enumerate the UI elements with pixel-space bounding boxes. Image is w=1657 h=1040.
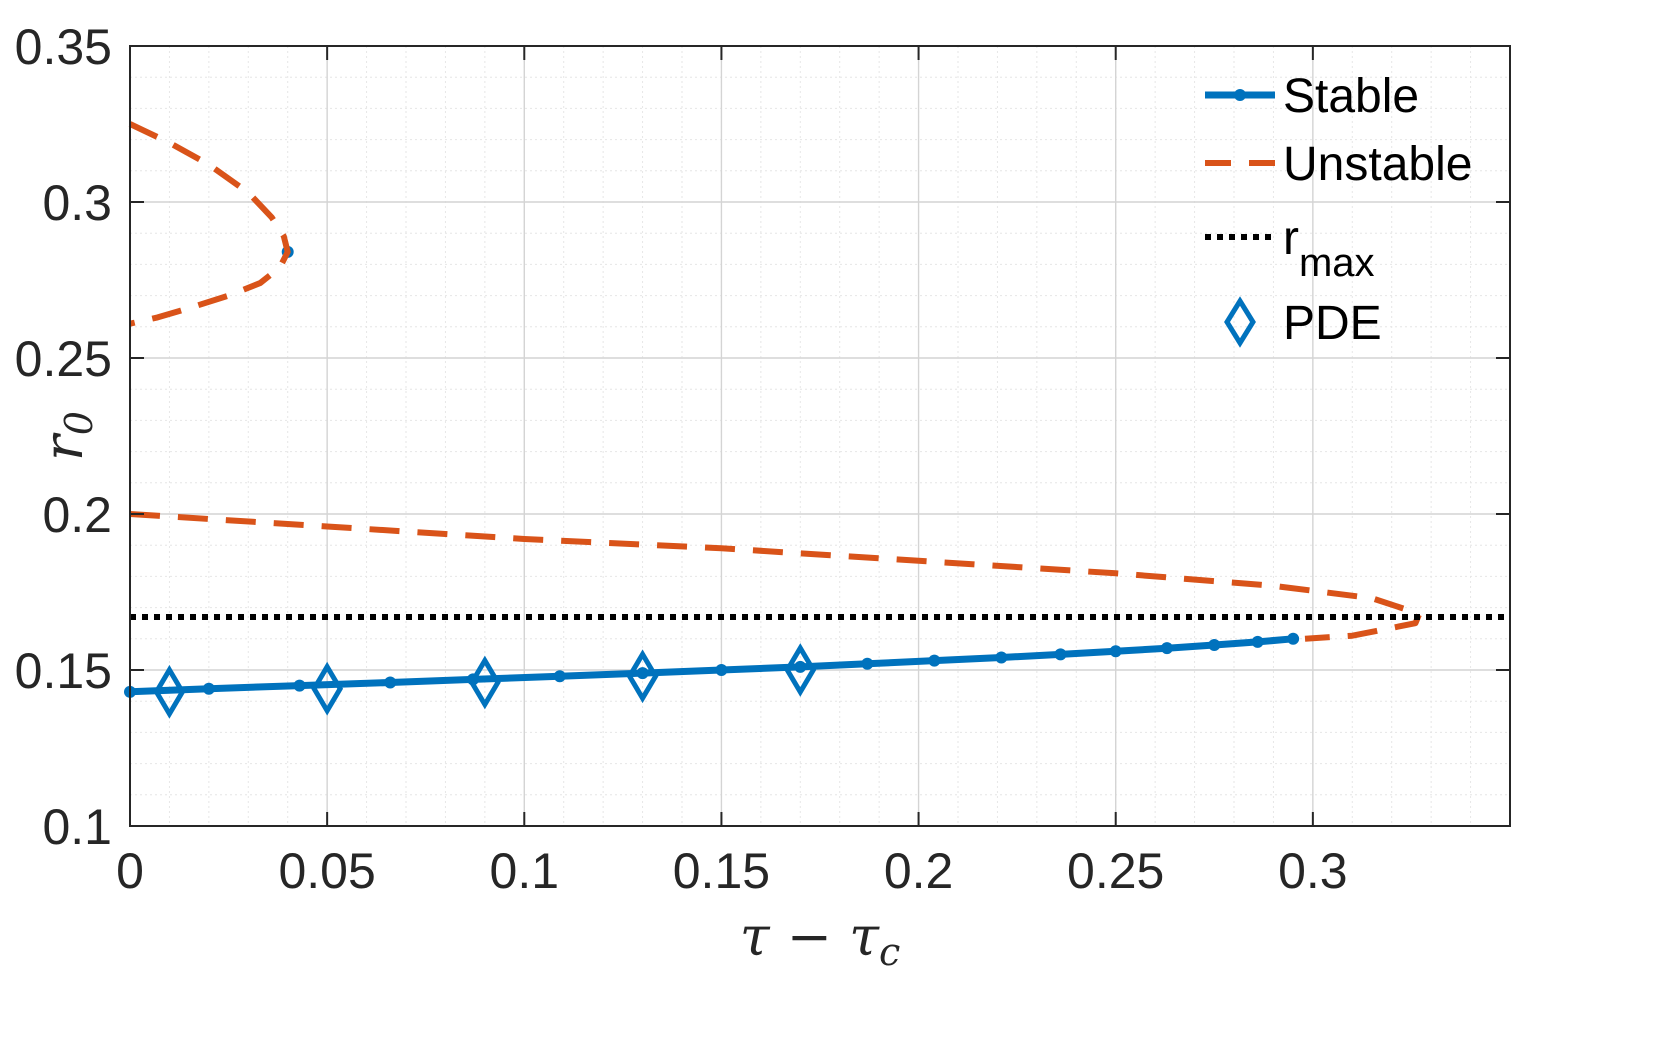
- stable-point: [1208, 639, 1221, 652]
- unstable-branch-line: [128, 121, 291, 327]
- legend-label: Stable: [1283, 70, 1419, 123]
- x-tick-label: 0.3: [1278, 843, 1348, 899]
- stable-point: [293, 679, 306, 692]
- legend-item-unstable: Unstable: [1205, 138, 1472, 191]
- axes: 0 0.05 0.1 0.15 0.2 0.25 0.3 0.1 0.15 0.2 0.25 0.3 0…: [15, 19, 1511, 974]
- pde-point: [153, 664, 186, 719]
- plot-area: [130, 46, 1510, 826]
- stable-point: [1054, 648, 1067, 661]
- grid: [129, 45, 1511, 827]
- stable-point: [384, 676, 397, 689]
- x-tick-label: 0: [116, 843, 144, 899]
- x-tick-label: 0.05: [278, 843, 375, 899]
- plot-series: [124, 121, 1510, 719]
- stable-point: [715, 664, 728, 676]
- pde-point: [626, 649, 659, 704]
- stable-point: [1160, 642, 1173, 655]
- legend-item-pde: PDE: [1224, 296, 1382, 350]
- legend-label: Unstable: [1283, 138, 1472, 191]
- x-tick-label: 0.2: [884, 843, 954, 899]
- legend-item-r: rmax: [1205, 212, 1375, 285]
- legend-item-stable: Stable: [1205, 70, 1419, 123]
- stable-point: [553, 670, 566, 683]
- y-tick-label: 0.2: [42, 487, 112, 543]
- x-tick-label: 0.15: [673, 843, 770, 899]
- legend-label: PDE: [1283, 297, 1382, 350]
- x-tick-label: 0.1: [490, 843, 560, 899]
- axes-box: [129, 45, 1511, 827]
- stable-point: [1287, 632, 1300, 645]
- y-axis-label: r0: [32, 411, 101, 461]
- stable-point: [861, 657, 874, 670]
- stable-point: [794, 660, 807, 673]
- stable-point: [1251, 635, 1264, 648]
- unstable-branch-line: [129, 511, 1423, 642]
- stable-point: [928, 654, 941, 667]
- stable-point: [202, 682, 215, 695]
- y-tick-label: 0.1: [42, 799, 112, 855]
- y-tick-label: 0.35: [15, 19, 112, 75]
- pde-point: [784, 643, 817, 697]
- y-tick-label: 0.25: [15, 331, 112, 387]
- y-tick-label: 0.15: [15, 643, 112, 699]
- legend-swatch-dot: [1234, 89, 1246, 101]
- stable-point: [995, 651, 1008, 664]
- legend: Stable Unstable rmax PDE: [1205, 70, 1472, 350]
- stable-branch-line: [126, 635, 1297, 696]
- x-axis-label: τ − τc: [740, 905, 901, 974]
- legend-swatch-pde: [1224, 296, 1256, 348]
- legend-label: rmax: [1283, 212, 1375, 285]
- x-tick-label: 0.25: [1067, 843, 1164, 899]
- stable-point: [1109, 645, 1122, 658]
- y-tick-label: 0.3: [42, 175, 112, 231]
- pde-point: [468, 655, 501, 710]
- pde-point: [311, 661, 344, 716]
- stable-point: [636, 667, 649, 680]
